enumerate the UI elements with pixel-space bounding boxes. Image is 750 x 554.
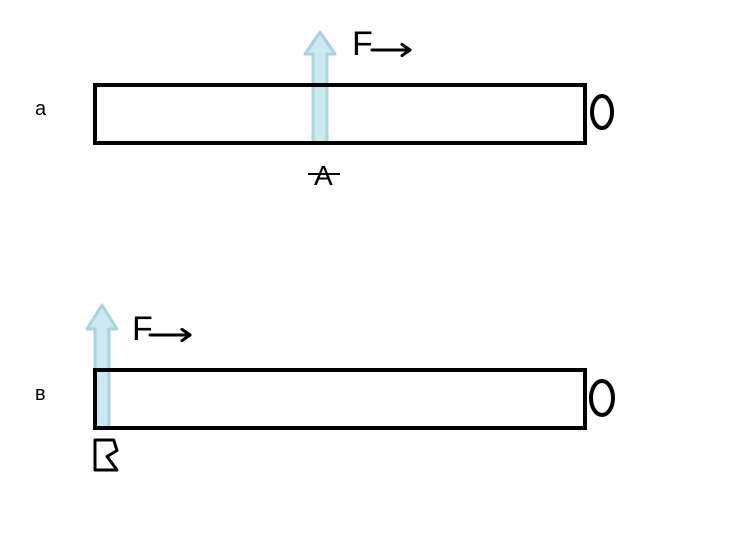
svg-text:F: F bbox=[352, 25, 373, 63]
svg-text:a: a bbox=[35, 98, 47, 120]
svg-text:F: F bbox=[132, 310, 153, 348]
svg-text:в: в bbox=[35, 383, 46, 405]
diagram-canvas: a F Aв F bbox=[0, 0, 750, 554]
svg-text:A: A bbox=[314, 160, 333, 191]
